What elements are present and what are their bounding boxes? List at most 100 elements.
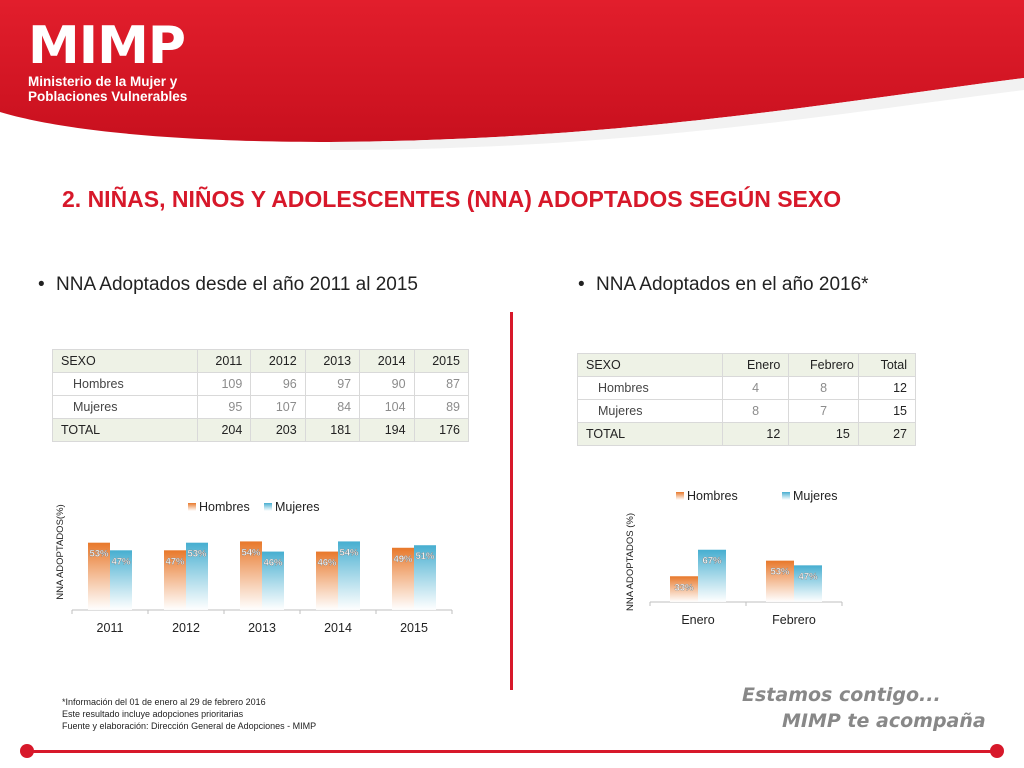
table-row: Mujeres 8 7 15: [577, 399, 917, 423]
legend-swatch: [782, 492, 790, 500]
table-2011-2015: SEXO 2011 2012 2013 2014 2015 Hombres 10…: [52, 349, 470, 442]
table-cell: 89: [413, 395, 470, 419]
bar-mujeres: [794, 565, 822, 602]
data-label: 46%: [317, 558, 337, 569]
table-cell: 7: [788, 399, 859, 423]
table-cell: 96: [250, 372, 306, 396]
table-header-cell: Febrero: [788, 353, 859, 377]
data-label: 47%: [165, 556, 185, 567]
legend-label: Hombres: [199, 500, 250, 514]
data-label: 53%: [770, 567, 790, 578]
table-cell: 109: [196, 372, 252, 396]
table-cell: 12: [857, 376, 917, 400]
table-cell: 15: [857, 399, 917, 423]
table-cell: Hombres: [577, 376, 723, 400]
x-tick-label: 2012: [172, 621, 200, 635]
chart-2016: Hombres Mujeres NNA ADOPTADOS (%) 33% 67% Ene…: [625, 489, 843, 627]
table-row: Mujeres 95 107 84 104 89: [52, 395, 470, 419]
table-cell: 97: [304, 372, 361, 396]
table-header-cell: SEXO: [577, 353, 723, 377]
table-cell: 12: [721, 422, 790, 446]
table-cell: 176: [413, 418, 470, 442]
table-cell: 90: [359, 372, 415, 396]
slogan-line-1: Estamos contigo...: [742, 684, 941, 706]
table-cell: 194: [359, 418, 415, 442]
data-label: 47%: [111, 556, 131, 567]
table-total-row: TOTAL 204 203 181 194 176: [52, 418, 470, 442]
divider-line: [510, 312, 513, 690]
table-header-row: SEXO Enero Febrero Total: [577, 353, 917, 377]
table-header-cell: 2014: [359, 349, 415, 373]
x-tick-label: 2011: [97, 621, 124, 635]
legend-label: Hombres: [687, 489, 738, 503]
table-cell: 4: [721, 376, 790, 400]
table-2016: SEXO Enero Febrero Total Hombres 4 8 12 …: [577, 353, 917, 446]
x-tick-label: Enero: [681, 613, 714, 627]
bar-hombres: [392, 547, 414, 610]
data-label: 47%: [798, 571, 818, 582]
data-label: 46%: [263, 558, 283, 569]
bottom-rule-dot-left: [20, 744, 34, 758]
data-label: 53%: [89, 549, 109, 560]
bar-hombres: [164, 550, 186, 610]
data-label: 54%: [241, 547, 261, 558]
table-cell: 181: [304, 418, 361, 442]
bullet-dot-icon: •: [38, 274, 45, 295]
slogan-line-2: MIMP te acompaña: [782, 710, 986, 732]
table-header-row: SEXO 2011 2012 2013 2014 2015: [52, 349, 470, 373]
footnote: *Información del 01 de enero al 29 de fe…: [62, 696, 316, 732]
table-cell: 15: [788, 422, 859, 446]
data-label: 33%: [674, 582, 694, 593]
data-label: 67%: [702, 556, 722, 567]
bar-hombres: [88, 542, 110, 610]
table-cell: 104: [359, 395, 415, 419]
data-label: 51%: [415, 551, 435, 562]
table-cell: 27: [857, 422, 917, 446]
footnote-line: *Información del 01 de enero al 29 de fe…: [62, 697, 266, 707]
legend-swatch: [188, 503, 196, 511]
table-header-cell: 2013: [304, 349, 361, 373]
table-row: Hombres 109 96 97 90 87: [52, 372, 470, 396]
data-label: 54%: [339, 547, 359, 558]
table-header-cell: 2012: [250, 349, 306, 373]
table-cell: TOTAL: [52, 418, 198, 442]
table-header-cell: Enero: [721, 353, 790, 377]
table-cell: 203: [250, 418, 306, 442]
footnote-line: Este resultado incluye adopciones priori…: [62, 709, 244, 719]
x-tick-label: 2014: [324, 621, 352, 635]
table-cell: 204: [196, 418, 252, 442]
left-bullet-text: NNA Adoptados desde el año 2011 al 2015: [56, 274, 418, 295]
bar-mujeres: [414, 545, 436, 610]
right-bullet-text: NNA Adoptados en el año 2016*: [596, 274, 869, 295]
y-axis-label: NNA ADOPTADOS(%): [55, 504, 66, 599]
legend-swatch: [264, 503, 272, 511]
table-cell: 87: [413, 372, 470, 396]
bar-mujeres: [262, 551, 284, 610]
table-total-row: TOTAL 12 15 27: [577, 422, 917, 446]
left-bullet: • NNA Adoptados desde el año 2011 al 2015: [38, 274, 418, 296]
bar-hombres: [316, 551, 338, 610]
legend-label: Mujeres: [793, 489, 837, 503]
bar-hombres: [240, 541, 262, 610]
logo-subtitle-1: Ministerio de la Mujer y: [28, 74, 178, 89]
table-cell: Hombres: [52, 372, 198, 396]
table-header-cell: Total: [857, 353, 917, 377]
table-cell: 8: [788, 376, 859, 400]
page-title: 2. NIÑAS, NIÑOS Y ADOLESCENTES (NNA) ADO…: [62, 186, 842, 212]
header-banner: [0, 0, 1024, 150]
table-header-cell: 2011: [196, 349, 252, 373]
legend-swatch: [676, 492, 684, 500]
table-cell: 107: [250, 395, 306, 419]
table-cell: 8: [721, 399, 790, 423]
bar-mujeres: [338, 541, 360, 610]
y-axis-label: NNA ADOPTADOS (%): [625, 513, 636, 611]
table-header-cell: 2015: [413, 349, 470, 373]
bottom-rule-dot-right: [990, 744, 1004, 758]
right-bullet: • NNA Adoptados en el año 2016*: [578, 274, 869, 296]
x-tick-label: 2013: [248, 621, 276, 635]
bar-mujeres: [110, 550, 132, 610]
table-row: Hombres 4 8 12: [577, 376, 917, 400]
mimp-logo: MIMP Ministerio de la Mujer y Poblacione…: [28, 20, 187, 104]
table-header-cell: SEXO: [52, 349, 198, 373]
